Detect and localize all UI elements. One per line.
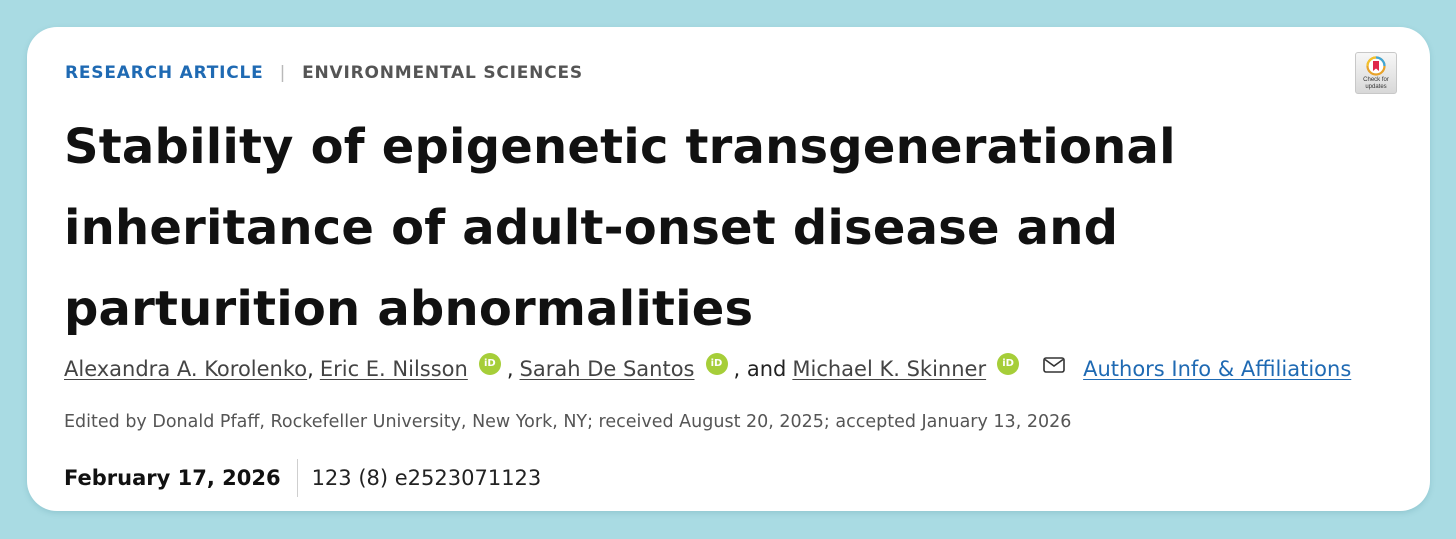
article-title: Stability of epigenetic transgenerationa… — [64, 119, 1176, 337]
email-icon[interactable] — [1043, 354, 1065, 378]
author-link-de-santos[interactable]: Sarah De Santos — [519, 357, 695, 381]
check-for-updates-badge[interactable]: Check for updates — [1355, 52, 1397, 94]
author-separator: , — [506, 357, 514, 381]
author-link-nilsson[interactable]: Eric E. Nilsson — [319, 357, 468, 381]
author-list: Alexandra A. Korolenko , Eric E. Nilsson… — [64, 353, 1352, 381]
orcid-icon[interactable]: iD — [705, 353, 728, 375]
publication-info: February 17, 2026 123 (8) e2523071123 — [64, 459, 541, 497]
author-link-korolenko[interactable]: Alexandra A. Korolenko — [64, 357, 308, 381]
orcid-icon[interactable]: iD — [997, 353, 1020, 375]
publication-date: February 17, 2026 — [64, 466, 281, 490]
orcid-icon[interactable]: iD — [478, 353, 501, 375]
editorial-history: Edited by Donald Pfaff, Rockefeller Univ… — [64, 412, 1072, 432]
citation-volume-issue: 123 (8) e2523071123 — [311, 466, 542, 490]
crossmark-icon — [1366, 56, 1386, 76]
author-separator: , — [307, 357, 314, 381]
author-separator-and: , and — [733, 357, 787, 381]
check-for-updates-label: Check for updates — [1363, 77, 1389, 90]
category-research-article-link[interactable]: RESEARCH ARTICLE — [65, 63, 264, 83]
author-link-skinner[interactable]: Michael K. Skinner — [792, 357, 987, 381]
authors-info-affiliations-link[interactable]: Authors Info & Affiliations — [1083, 357, 1352, 381]
category-separator: | — [279, 63, 287, 83]
publication-divider — [296, 459, 298, 497]
article-header-card: RESEARCH ARTICLE | ENVIRONMENTAL SCIENCE… — [27, 27, 1430, 511]
category-environmental-sciences[interactable]: ENVIRONMENTAL SCIENCES — [302, 63, 583, 83]
article-categories: RESEARCH ARTICLE | ENVIRONMENTAL SCIENCE… — [65, 63, 583, 83]
